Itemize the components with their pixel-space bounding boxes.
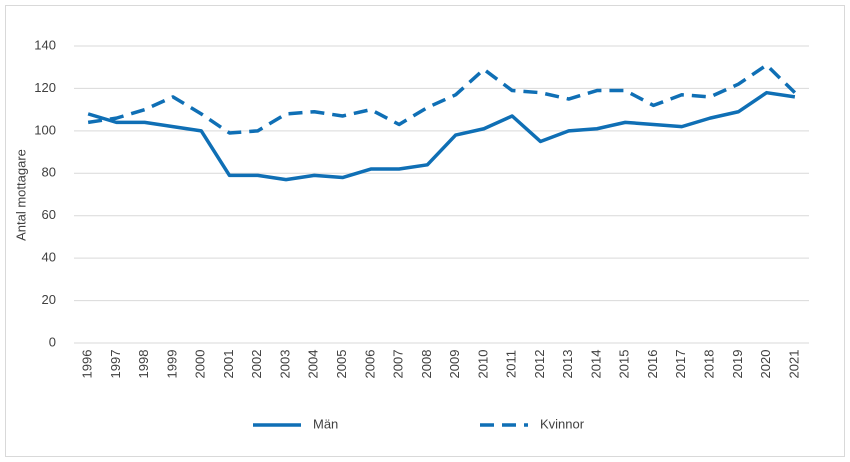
- x-tick-label: 2005: [334, 350, 349, 379]
- y-tick-label: 20: [42, 292, 56, 307]
- y-tick-label: 120: [34, 80, 56, 95]
- legend-label: Kvinnor: [540, 416, 585, 431]
- x-tick-label: 2004: [306, 350, 321, 379]
- y-tick-label: 60: [42, 207, 56, 222]
- x-tick-label: 2008: [419, 350, 434, 379]
- line: [87, 63, 797, 135]
- chart-border: [5, 5, 845, 457]
- x-tick-label: 2011: [504, 350, 519, 378]
- x-tick-label: 1996: [80, 350, 95, 379]
- x-tick-label: 2003: [277, 350, 292, 379]
- x-tick-label: 2002: [249, 350, 264, 379]
- x-tick-label: 2010: [475, 350, 490, 379]
- x-tick-label: 2012: [532, 350, 547, 379]
- x-tick-label: 2007: [391, 350, 406, 379]
- x-tick-label: 2021: [786, 350, 801, 379]
- x-tick-label: 2015: [617, 350, 632, 379]
- x-tick-label: 2019: [730, 350, 745, 379]
- x-tick-label: 2020: [758, 350, 773, 379]
- y-tick-label: 0: [49, 334, 56, 349]
- x-tick-label: 1999: [164, 350, 179, 379]
- x-tick-label: 2006: [362, 350, 377, 379]
- x-tick-label: 2014: [588, 350, 603, 379]
- x-tick-label: 2013: [560, 350, 575, 379]
- x-tick-label: 2009: [447, 350, 462, 379]
- y-tick-label: 140: [34, 37, 56, 52]
- x-tick-label: 2016: [645, 350, 660, 379]
- x-tick-label: 2018: [701, 350, 716, 379]
- x-tick-label: 1998: [136, 350, 151, 379]
- y-tick-label: 100: [34, 122, 56, 137]
- line: [87, 90, 796, 182]
- x-tick-label: 2000: [193, 350, 208, 379]
- y-tick-label: 40: [42, 250, 56, 265]
- x-tick-label: 2017: [673, 350, 688, 379]
- x-tick-label: 1997: [108, 350, 123, 379]
- x-tick-label: 2001: [221, 350, 236, 379]
- y-tick-label: 80: [42, 165, 56, 180]
- y-axis-label: Antal mottagare: [13, 149, 28, 241]
- legend-label: Män: [313, 416, 338, 431]
